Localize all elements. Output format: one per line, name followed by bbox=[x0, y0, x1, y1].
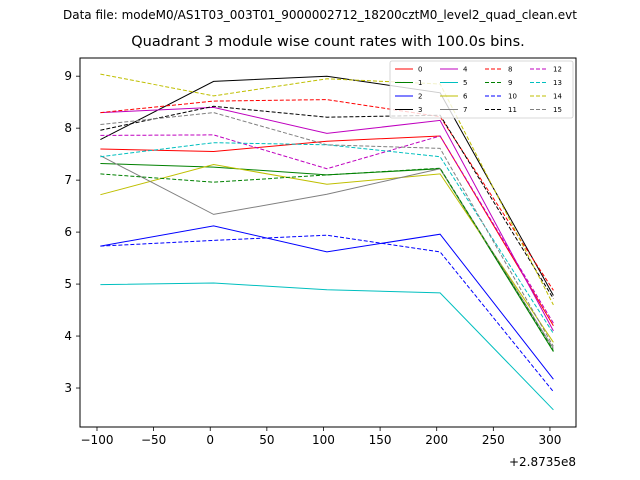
x-tick-label: −50 bbox=[141, 433, 166, 447]
legend-label-7: 7 bbox=[463, 106, 467, 114]
series-line-5 bbox=[100, 282, 554, 411]
legend-label-8: 8 bbox=[508, 66, 512, 74]
x-tick-label: 150 bbox=[369, 433, 392, 447]
series-line-0 bbox=[100, 135, 554, 326]
plot-frame bbox=[79, 57, 577, 428]
legend-label-2: 2 bbox=[418, 93, 422, 101]
y-tick-label: 3 bbox=[64, 381, 72, 395]
legend-label-13: 13 bbox=[553, 79, 562, 87]
x-axis: −100 −50 0 50 100 150 200 250 300 bbox=[81, 427, 562, 447]
chart-title: Quadrant 3 module wise count rates with … bbox=[131, 34, 525, 50]
series-line-3 bbox=[100, 75, 554, 296]
legend-frame bbox=[389, 60, 574, 119]
series-line-15 bbox=[100, 112, 554, 347]
legend-label-12: 12 bbox=[553, 66, 562, 74]
y-axis: 3 4 5 6 7 8 9 bbox=[64, 69, 80, 395]
legend-label-15: 15 bbox=[553, 106, 562, 114]
x-tick-label: 0 bbox=[206, 433, 214, 447]
series-line-9 bbox=[100, 167, 554, 351]
series-line-11 bbox=[100, 105, 554, 299]
y-tick-label: 5 bbox=[64, 277, 72, 291]
series-line-4 bbox=[100, 106, 554, 332]
y-tick-label: 9 bbox=[64, 69, 72, 83]
legend-label-4: 4 bbox=[463, 66, 468, 74]
legend-label-9: 9 bbox=[508, 79, 512, 87]
legend-label-3: 3 bbox=[418, 106, 422, 114]
series-line-8 bbox=[100, 99, 554, 291]
x-tick-label: 250 bbox=[482, 433, 505, 447]
legend-label-10: 10 bbox=[508, 93, 517, 101]
x-tick-label: 200 bbox=[425, 433, 448, 447]
series-line-10 bbox=[100, 234, 554, 393]
y-tick-label: 7 bbox=[64, 173, 72, 187]
series-line-14 bbox=[100, 73, 554, 306]
x-tick-label: 300 bbox=[539, 433, 562, 447]
legend-label-6: 6 bbox=[463, 93, 468, 101]
legend-label-0: 0 bbox=[418, 66, 422, 74]
y-tick-label: 8 bbox=[64, 121, 72, 135]
x-tick-label: −100 bbox=[81, 433, 114, 447]
series-line-13 bbox=[100, 142, 554, 334]
legend-label-14: 14 bbox=[553, 93, 562, 101]
series-line-2 bbox=[100, 225, 554, 380]
x-tick-label: 50 bbox=[259, 433, 274, 447]
x-tick-label: 100 bbox=[312, 433, 335, 447]
series-lines bbox=[100, 73, 554, 411]
legend-label-1: 1 bbox=[418, 79, 422, 87]
x-offset-label: +2.8735e8 bbox=[509, 455, 576, 469]
y-tick-label: 6 bbox=[64, 225, 72, 239]
series-line-1 bbox=[100, 163, 554, 352]
y-tick-label: 4 bbox=[64, 329, 72, 343]
series-line-6 bbox=[100, 163, 554, 343]
series-line-12 bbox=[100, 134, 554, 324]
legend-label-5: 5 bbox=[463, 79, 467, 87]
figure-suptitle: Data file: modeM0/AS1T03_003T01_90000027… bbox=[63, 8, 577, 22]
legend-label-11: 11 bbox=[508, 106, 517, 114]
